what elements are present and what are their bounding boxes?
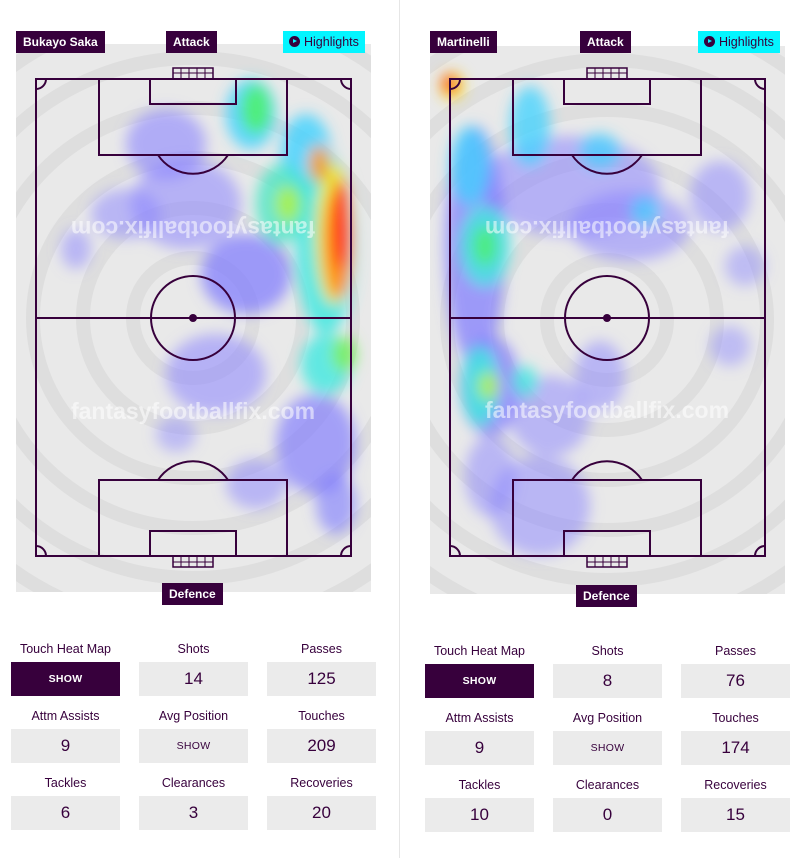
heat-blobs [440, 72, 765, 556]
stat-recoveries: Recoveries 20 [267, 774, 376, 830]
stat-label: Tackles [458, 778, 501, 792]
stat-label: Touches [298, 709, 345, 723]
stat-tackles: Tackles 6 [11, 774, 120, 830]
stat-value[interactable]: 9 [425, 731, 534, 765]
highlights-button[interactable]: Highlights [283, 31, 365, 53]
play-icon [289, 36, 300, 48]
stat-passes: Passes 76 [681, 642, 790, 698]
stat-avg-position: Avg Position SHOW [553, 709, 662, 765]
stat-value[interactable]: 76 [681, 664, 790, 698]
stat-clearances: Clearances 3 [139, 774, 248, 830]
stat-label: Recoveries [290, 776, 353, 790]
stat-avg-position: Avg Position SHOW [139, 707, 248, 763]
watermark-mirrored: fantasyfootballfix.com [485, 216, 729, 242]
stat-label: Recoveries [704, 778, 767, 792]
stat-label: Touch Heat Map [433, 644, 526, 658]
stat-label: Passes [715, 644, 756, 658]
stat-value[interactable]: 9 [11, 729, 120, 763]
watermark: fantasyfootballfix.com [71, 398, 315, 424]
panel-divider [399, 0, 400, 858]
stat-label: Clearances [161, 776, 226, 790]
stat-tackles: Tackles 10 [425, 776, 534, 832]
stat-touches: Touches 174 [681, 709, 790, 765]
player-name-tag: Bukayo Saka [16, 31, 105, 53]
stat-label: Tackles [44, 776, 87, 790]
stat-clearances: Clearances 0 [553, 776, 662, 832]
stat-label: Passes [301, 642, 342, 656]
attack-label: Attack [580, 31, 631, 53]
touch-heatmap-pitch: fantasyfootballfix.com fantasyfootballfi… [430, 46, 785, 594]
watermark: fantasyfootballfix.com [485, 397, 729, 423]
stat-label: Touch Heat Map [19, 642, 112, 656]
stat-value[interactable]: 125 [267, 662, 376, 696]
stat-label: Shots [591, 644, 624, 658]
stat-label: Touches [712, 711, 759, 725]
stat-label: Avg Position [572, 711, 643, 725]
touch-heat-map-show-button[interactable]: SHOW [11, 662, 120, 696]
centre-spot [189, 314, 197, 322]
highlights-label: Highlights [719, 35, 774, 49]
stat-attm-assists: Attm Assists 9 [425, 709, 534, 765]
player-panel-martinelli: fantasyfootballfix.com fantasyfootballfi… [414, 0, 800, 858]
stat-passes: Passes 125 [267, 640, 376, 696]
stat-shots: Shots 8 [553, 642, 662, 698]
touch-heatmap-pitch: fantasyfootballfix.com fantasyfootballfi… [16, 44, 371, 592]
stat-recoveries: Recoveries 15 [681, 776, 790, 832]
stat-label: Clearances [575, 778, 640, 792]
stat-touch-heat-map: Touch Heat Map SHOW [425, 642, 534, 698]
watermark-mirrored: fantasyfootballfix.com [71, 216, 315, 242]
player-panel-saka: fantasyfootballfix.com fantasyfootballfi… [0, 0, 386, 858]
highlights-label: Highlights [304, 35, 359, 49]
heat-blobs [61, 79, 356, 534]
stat-value[interactable]: 174 [681, 731, 790, 765]
stat-touch-heat-map: Touch Heat Map SHOW [11, 640, 120, 696]
stat-label: Shots [177, 642, 210, 656]
stat-label: Attm Assists [31, 709, 100, 723]
touch-heat-map-show-button[interactable]: SHOW [425, 664, 534, 698]
stat-value[interactable]: 10 [425, 798, 534, 832]
stat-attm-assists: Attm Assists 9 [11, 707, 120, 763]
pitch-lines [35, 67, 352, 568]
attack-label: Attack [166, 31, 217, 53]
stat-value[interactable]: 209 [267, 729, 376, 763]
stat-label: Avg Position [158, 709, 229, 723]
avg-position-show-button[interactable]: SHOW [553, 731, 662, 765]
avg-position-show-button[interactable]: SHOW [139, 729, 248, 763]
play-icon [704, 36, 715, 48]
stat-label: Attm Assists [445, 711, 514, 725]
stat-shots: Shots 14 [139, 640, 248, 696]
centre-spot [603, 314, 611, 322]
player-name-tag: Martinelli [430, 31, 497, 53]
stat-value[interactable]: 0 [553, 798, 662, 832]
highlights-button[interactable]: Highlights [698, 31, 780, 53]
stat-value[interactable]: 6 [11, 796, 120, 830]
stat-value[interactable]: 8 [553, 664, 662, 698]
defence-label: Defence [162, 583, 223, 605]
stat-value[interactable]: 14 [139, 662, 248, 696]
defence-label: Defence [576, 585, 637, 607]
stat-value[interactable]: 20 [267, 796, 376, 830]
stat-value[interactable]: 15 [681, 798, 790, 832]
stat-value[interactable]: 3 [139, 796, 248, 830]
stat-touches: Touches 209 [267, 707, 376, 763]
